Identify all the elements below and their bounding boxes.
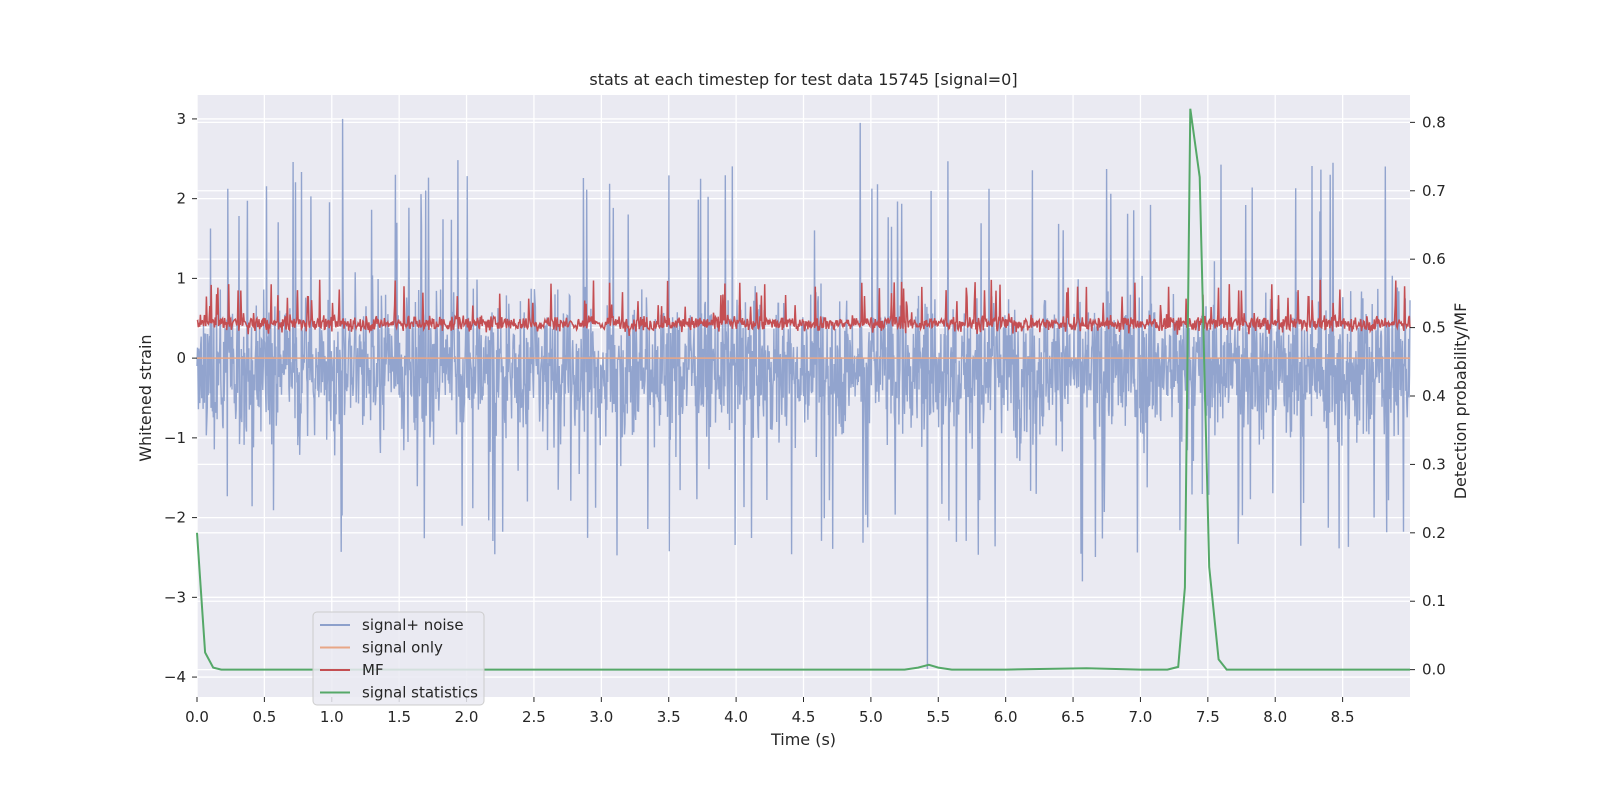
y-tick-label-left: 2 — [176, 190, 186, 208]
y-tick-label-right: 0.5 — [1422, 319, 1446, 337]
y-tick-label-right: 0.3 — [1422, 455, 1446, 473]
x-tick-label: 6.5 — [1061, 708, 1085, 726]
series-signal-noise — [196, 118, 1411, 670]
x-tick-label: 8.0 — [1263, 708, 1287, 726]
x-tick-label: 4.0 — [724, 708, 748, 726]
x-tick-label: 2.0 — [455, 708, 479, 726]
y-tick-label-left: −3 — [164, 588, 186, 606]
y-tick-label-left: −1 — [164, 429, 186, 447]
y-tick-label-left: −4 — [164, 668, 186, 686]
y-tick-label-right: 0.0 — [1422, 661, 1446, 679]
legend-entry: signal statistics — [362, 684, 478, 702]
x-tick-label: 3.5 — [657, 708, 681, 726]
y-tick-label-right: 0.6 — [1422, 250, 1446, 268]
y-tick-label-right: 0.4 — [1422, 387, 1446, 405]
y-tick-label-right: 0.1 — [1422, 592, 1446, 610]
x-tick-label: 3.0 — [589, 708, 613, 726]
x-tick-label: 7.0 — [1129, 708, 1153, 726]
x-tick-label: 0.0 — [185, 708, 209, 726]
series-signal-statistics — [196, 108, 1410, 671]
chart-title: stats at each timestep for test data 157… — [589, 70, 1017, 89]
y-tick-label-left: −2 — [164, 509, 186, 527]
x-axis-label: Time (s) — [770, 730, 836, 749]
x-tick-label: 8.5 — [1331, 708, 1355, 726]
y-axis-label-left: Whitened strain — [136, 334, 155, 461]
x-tick-label: 7.5 — [1196, 708, 1220, 726]
x-tick-label: 5.5 — [926, 708, 950, 726]
x-tick-label: 1.5 — [387, 708, 411, 726]
y-tick-label-right: 0.8 — [1422, 113, 1446, 131]
y-tick-label-left: 0 — [176, 349, 186, 367]
x-tick-label: 5.0 — [859, 708, 883, 726]
x-tick-label: 6.0 — [994, 708, 1018, 726]
x-tick-label: 2.5 — [522, 708, 546, 726]
y-tick-label-left: 3 — [176, 110, 186, 128]
x-tick-label: 4.5 — [792, 708, 816, 726]
legend: signal+ noise signal only MF signal statist… — [312, 611, 485, 706]
y-tick-label-left: 1 — [176, 269, 186, 287]
series-mf — [196, 279, 1411, 336]
legend-entry: signal+ noise — [362, 616, 464, 634]
x-tick-label: 1.0 — [320, 708, 344, 726]
series-layer — [196, 108, 1411, 671]
legend-entry: signal only — [362, 639, 443, 657]
y-tick-label-right: 0.2 — [1422, 524, 1446, 542]
legend-box — [312, 611, 485, 706]
y-axis-label-right: Detection probability/MF — [1451, 303, 1470, 500]
y-tick-label-right: 0.7 — [1422, 182, 1446, 200]
legend-entry: MF — [362, 661, 384, 679]
ticks: 0.0 0.5 1.0 1.5 2.0 2.5 3.0 3.5 4.0 4.5 5.0 5.5 6.0 6… — [164, 110, 1446, 726]
x-tick-label: 0.5 — [252, 708, 276, 726]
